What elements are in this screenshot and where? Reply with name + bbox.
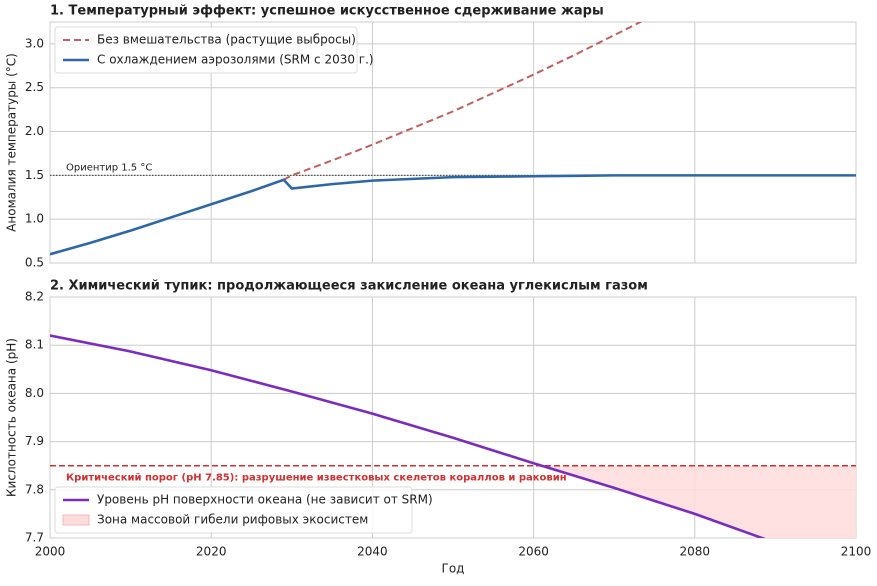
x-tick-label: 2040 [357, 545, 388, 559]
y-tick-label: 7.7 [25, 531, 44, 545]
reference-label: Ориентир 1.5 °C [66, 162, 152, 173]
y-tick-label: 7.9 [25, 434, 44, 448]
y-tick-label: 8.2 [25, 290, 44, 304]
x-tick-label: 2020 [196, 545, 227, 559]
threshold-label: Критический порог (pH 7.85): разрушение … [66, 473, 567, 484]
x-axis-label: Год [442, 562, 465, 576]
x-tick-label: 2060 [518, 545, 549, 559]
legend-label: Без вмешательства (растущие выбросы) [97, 33, 356, 47]
x-tick-label: 2000 [35, 545, 66, 559]
legend-label: Зона массовой гибели рифовых экосистем [97, 513, 368, 527]
x-tick-label: 2080 [680, 545, 711, 559]
legend-box [54, 26, 358, 74]
series-line [50, 334, 766, 538]
y-axis-label: Кислотность океана (pH) [5, 338, 19, 497]
legend-label: Уровень pH поверхности океана (не зависи… [97, 493, 433, 507]
y-tick-label: 8.1 [25, 338, 44, 352]
chart-title: 2. Химический тупик: продолжающееся заки… [50, 279, 648, 294]
legend-label: С охлаждением аэрозолями (SRM с 2030 г.) [97, 53, 374, 67]
plot: 2. Химический тупик: продолжающееся заки… [5, 279, 872, 576]
chart-title: 1. Температурный эффект: успешное искусс… [50, 4, 604, 19]
y-tick-label: 1.0 [25, 212, 44, 226]
x-tick-label: 2100 [841, 545, 872, 559]
y-tick-label: 2.5 [25, 80, 44, 94]
legend-box [54, 486, 413, 534]
y-tick-label: 0.5 [25, 256, 44, 270]
y-tick-label: 7.8 [25, 482, 44, 496]
plot-clip [50, 22, 856, 256]
y-tick-label: 8.0 [25, 386, 44, 400]
plot-clip [50, 334, 856, 538]
series-line [50, 174, 856, 256]
plot: 1. Температурный эффект: успешное искусс… [5, 4, 857, 270]
y-tick-label: 1.5 [25, 168, 44, 182]
y-axis-label: Аномалия температуры (°C) [5, 53, 19, 232]
legend: Без вмешательства (растущие выбросы) С ох… [54, 26, 374, 74]
y-tick-label: 2.0 [25, 124, 44, 138]
legend: Уровень pH поверхности океана (не зависи… [54, 486, 433, 534]
y-tick-label: 3.0 [25, 36, 44, 50]
zone-area [541, 465, 856, 538]
legend-swatch [62, 514, 90, 526]
